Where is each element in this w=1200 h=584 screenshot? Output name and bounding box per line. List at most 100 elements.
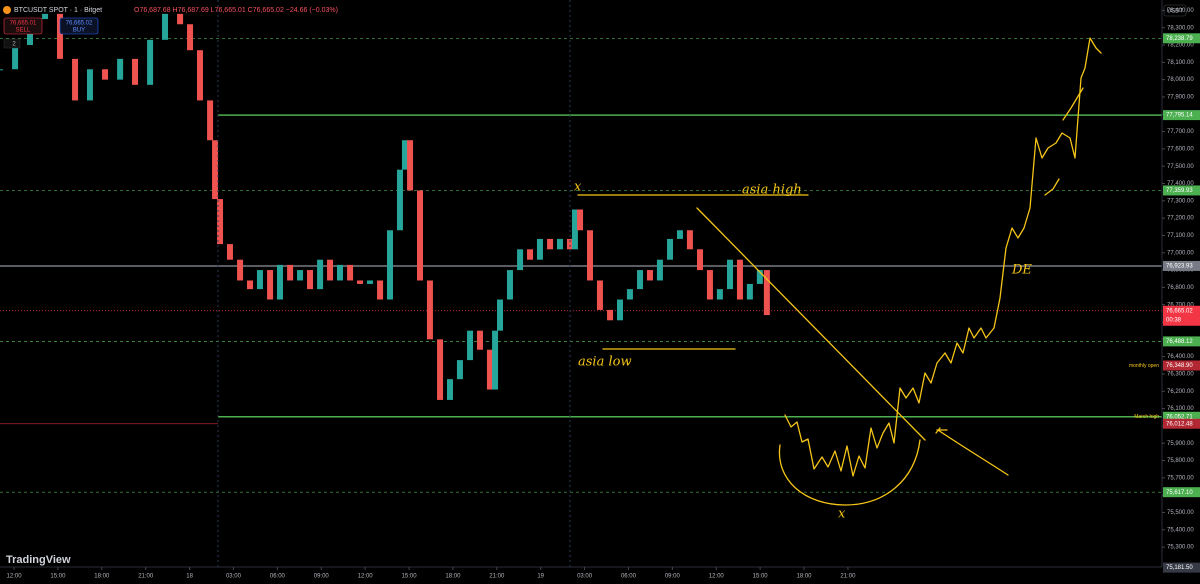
candle [716, 289, 723, 300]
price-tag-label: 78,238.79 [1166, 36, 1193, 42]
hand-drawings [577, 37, 1102, 506]
x-tick-label: 21:00 [840, 574, 856, 580]
candle [226, 244, 233, 260]
candle [102, 69, 109, 80]
x-note: x [838, 507, 846, 522]
candle [317, 259, 324, 290]
price-tag [1163, 185, 1200, 196]
y-tick-label: 76,400.00 [1167, 354, 1194, 360]
candle [42, 13, 49, 20]
candle [492, 330, 499, 390]
x-tick-label: 18:00 [797, 574, 813, 580]
x-note: x [574, 180, 582, 195]
y-tick-label: 78,000.00 [1167, 77, 1194, 83]
price-tag [1163, 33, 1200, 44]
candle [417, 190, 424, 281]
candle [132, 58, 139, 85]
price-tag-label: 77,359.93 [1166, 188, 1193, 194]
candle [607, 309, 614, 321]
x-tick-label: 19 [537, 574, 544, 580]
y-tick-label: 75,500.00 [1167, 510, 1194, 516]
candle [667, 238, 674, 260]
y-tick-label: 76,100.00 [1167, 406, 1194, 412]
candle [476, 330, 483, 350]
candle [626, 289, 633, 300]
candle [12, 45, 19, 70]
x-tick-label: 21:00 [138, 574, 154, 580]
y-tick-label: 75,800.00 [1167, 458, 1194, 464]
candle [187, 24, 194, 51]
y-tick-label: 75,400.00 [1167, 527, 1194, 533]
candle [212, 140, 219, 200]
price-tag-label: 75,181.50 [1166, 565, 1193, 571]
y-tick-label: 77,000.00 [1167, 250, 1194, 256]
candle [547, 238, 554, 250]
price-tag-label: 76,488.12 [1166, 339, 1193, 345]
candle [407, 140, 414, 191]
y-tick-label: 77,300.00 [1167, 198, 1194, 204]
candle [697, 249, 704, 271]
candle [56, 13, 63, 59]
x-tick-label: 09:00 [665, 574, 681, 580]
level-note: March high [1134, 414, 1159, 420]
y-tick-label: 76,200.00 [1167, 389, 1194, 395]
candle [467, 330, 474, 361]
header: BTCUSDT SPOT · 1 · Bitget O76,687.68 H76… [3, 4, 1187, 566]
price-tag-label: 76,012.48 [1166, 421, 1193, 427]
candle [637, 270, 644, 290]
candle [756, 270, 763, 284]
candle [377, 280, 384, 300]
x-tick-label: 03:00 [226, 574, 242, 580]
x-tick-label: 18:00 [94, 574, 110, 580]
y-tick-label: 77,900.00 [1167, 95, 1194, 101]
candle [297, 270, 304, 281]
candle [536, 238, 543, 260]
de-note: DE [1011, 263, 1032, 278]
x-tick-label: 12:00 [358, 574, 374, 580]
brand: TradingView [6, 554, 71, 566]
symbol[interactable]: BTCUSDT SPOT · 1 · Bitget [14, 7, 102, 14]
x-tick-label: 09:00 [314, 574, 330, 580]
x-tick-label: 12:00 [709, 574, 725, 580]
price-tag [1163, 305, 1200, 326]
y-tick-label: 77,400.00 [1167, 181, 1194, 187]
price-tag [1163, 260, 1200, 271]
candle [207, 100, 214, 141]
price-countdown: 00:38 [1166, 317, 1182, 323]
candle [396, 169, 403, 231]
candle [566, 238, 573, 250]
candle [497, 299, 504, 331]
candle [196, 50, 203, 101]
indicators-toggle[interactable] [3, 38, 21, 49]
candle [217, 199, 224, 245]
candle [446, 379, 453, 400]
candle [72, 58, 79, 101]
candle [616, 299, 623, 321]
x-tick-label: 15:00 [753, 574, 769, 580]
candle [486, 349, 493, 390]
price-tag [1163, 411, 1200, 422]
sell-button[interactable] [3, 17, 43, 35]
candle [426, 280, 433, 340]
y-tick-label: 78,400.00 [1167, 8, 1194, 14]
candle [646, 270, 653, 281]
price-tag-label: 76,348.90 [1166, 363, 1193, 369]
candle [571, 209, 578, 250]
candle [336, 264, 343, 281]
buy-button[interactable] [59, 17, 99, 35]
y-tick-label: 77,700.00 [1167, 129, 1194, 135]
x-tick-label: 03:00 [577, 574, 593, 580]
candle [527, 249, 534, 260]
y-tick-label: 77,100.00 [1167, 233, 1194, 239]
candle [726, 259, 733, 290]
price-tag [1163, 336, 1200, 347]
x-tick-label: 06:00 [621, 574, 637, 580]
candle [366, 280, 373, 284]
price-tag [1163, 360, 1200, 371]
candle [686, 230, 693, 250]
candle [256, 270, 263, 290]
candle [736, 259, 743, 300]
candle [147, 39, 154, 85]
candle [287, 264, 294, 281]
